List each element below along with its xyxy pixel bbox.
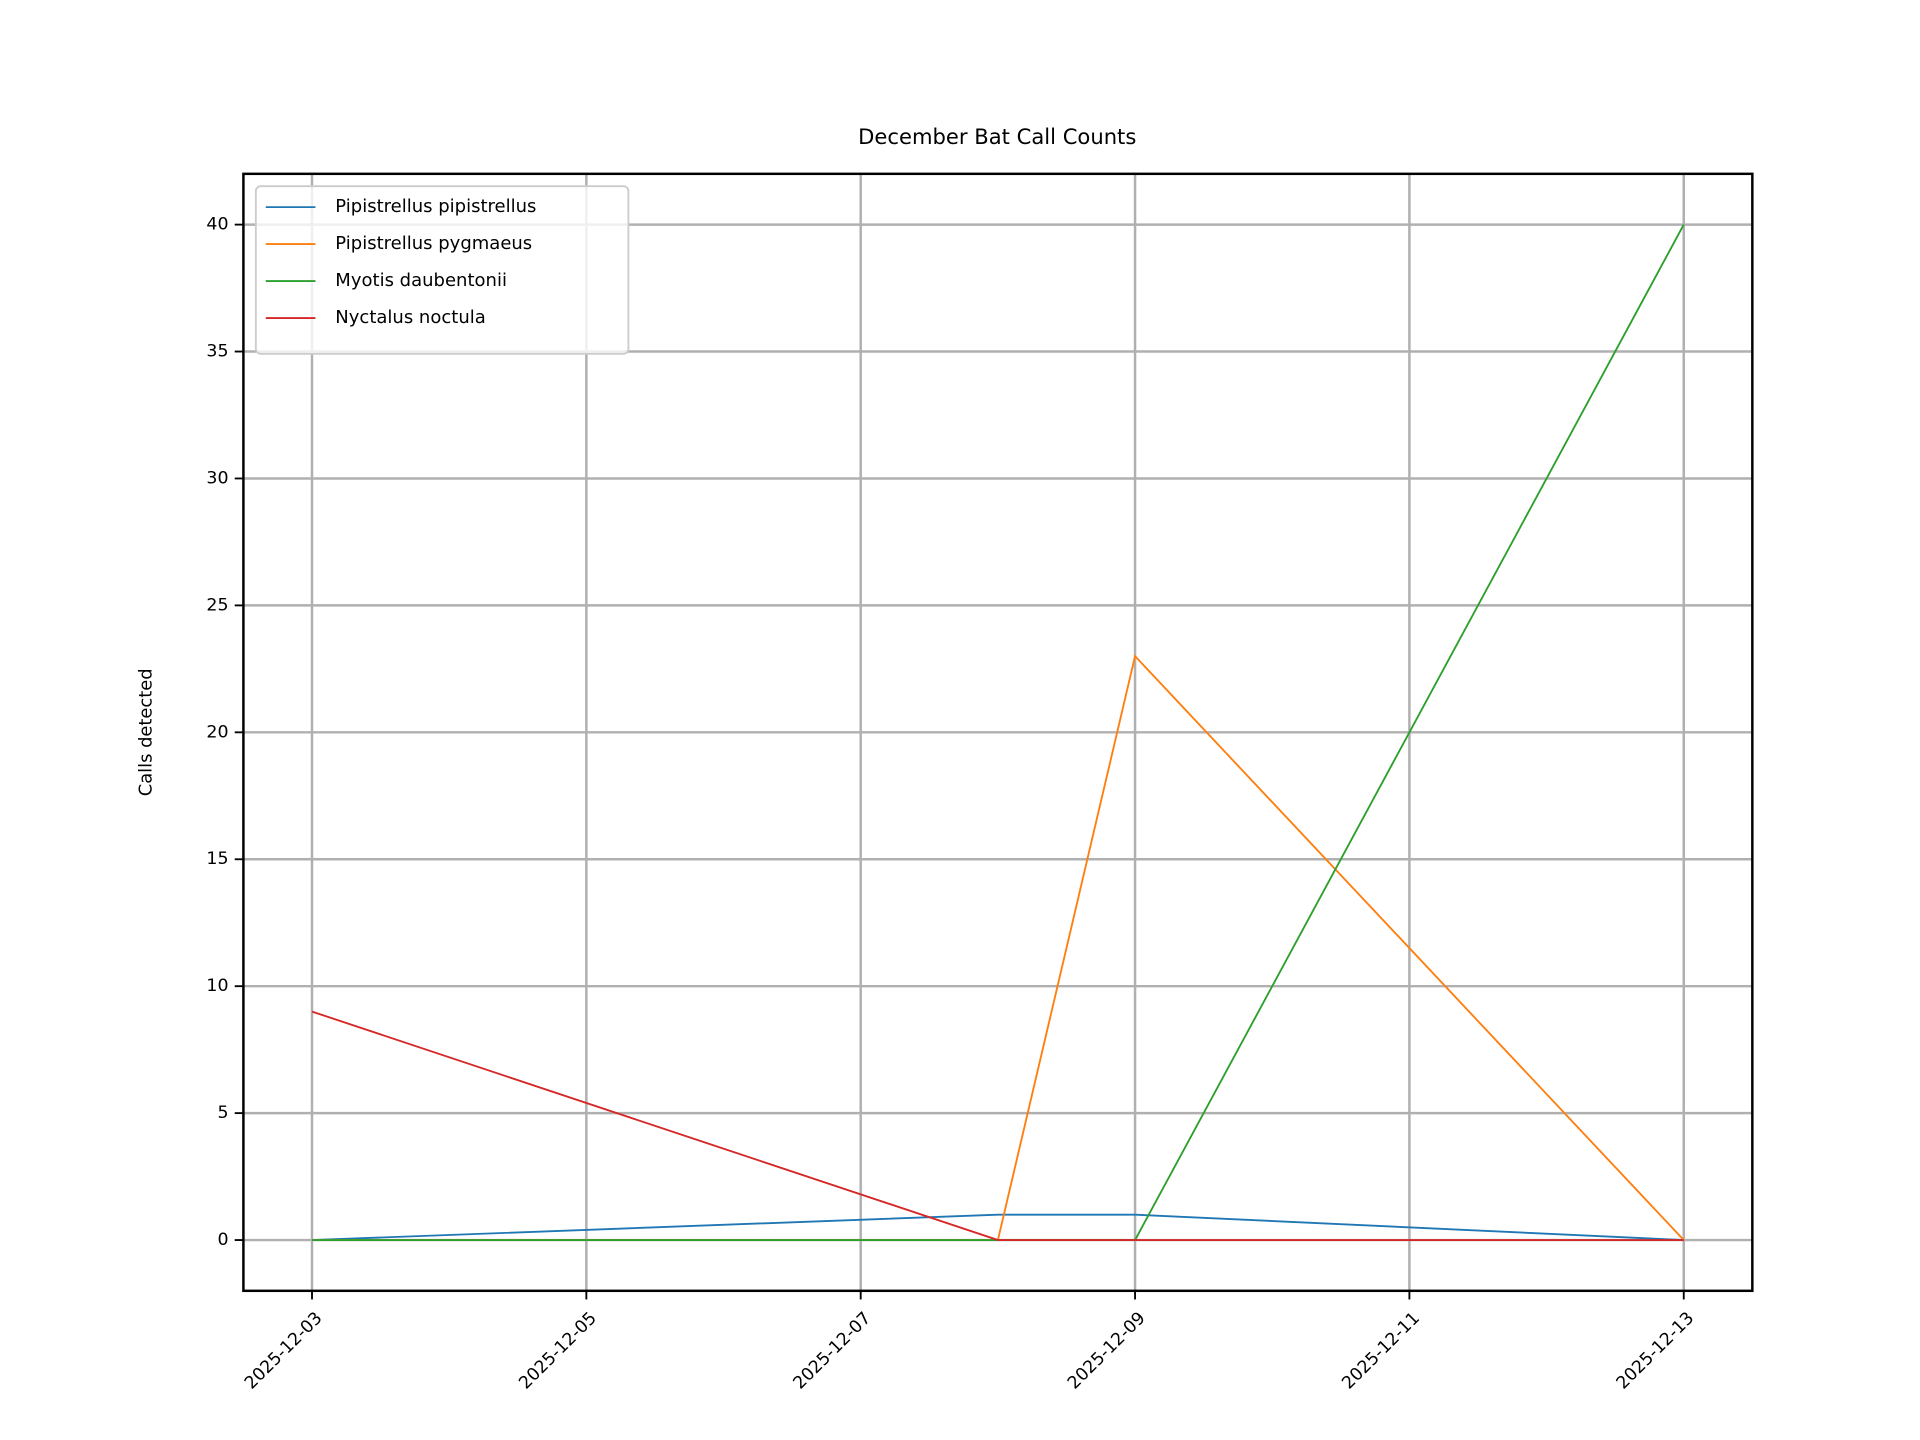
legend-label: Pipistrellus pipistrellus: [335, 196, 536, 217]
legend-frame: [254, 185, 630, 355]
chart-title: December Bat Call Counts: [858, 124, 1136, 149]
y-tick-label: 5: [217, 1103, 228, 1123]
legend-label: Myotis daubentonii: [335, 270, 507, 291]
series-line: [311, 1213, 1684, 1241]
y-tick-label: 0: [217, 1230, 228, 1250]
y-tick-label: 10: [206, 976, 228, 996]
y-tick-label: 35: [206, 342, 228, 362]
plot-frame: [242, 172, 1754, 1293]
series-line: [311, 1010, 1684, 1241]
y-tick-label: 20: [206, 722, 228, 742]
legend-label: Pipistrellus pygmaeus: [335, 233, 532, 254]
y-axis-label: Calls detected: [136, 668, 157, 796]
y-tick-label: 30: [206, 469, 228, 489]
y-tick-label: 40: [206, 215, 228, 235]
legend: Pipistrellus pipistrellus Pipistrellus py…: [254, 185, 630, 355]
y-tick-label: 15: [206, 849, 228, 869]
legend-label: Nyctalus noctula: [335, 307, 485, 328]
y-tick-label: 25: [206, 595, 228, 615]
